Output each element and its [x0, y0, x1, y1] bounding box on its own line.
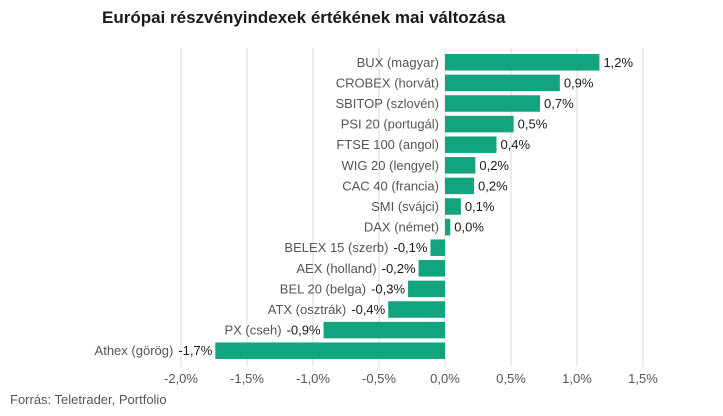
x-tick-label: -1,0%	[296, 371, 330, 386]
value-label: 0,2%	[478, 178, 508, 193]
x-tick-label: 1,0%	[562, 371, 592, 386]
category-label: BUX (magyar)	[357, 55, 439, 70]
bar	[445, 74, 560, 92]
value-label: 0,5%	[518, 117, 548, 132]
x-tick-label: -1,5%	[230, 371, 264, 386]
value-label: 0,7%	[544, 96, 574, 111]
category-label: ATX (osztrák)	[268, 302, 347, 317]
bar	[445, 54, 600, 71]
category-label: Athex (görög)	[95, 343, 174, 358]
category-label: DAX (német)	[364, 220, 439, 235]
value-label: -1,7%	[178, 343, 212, 358]
x-tick-label: 0,0%	[430, 371, 460, 386]
value-label: -0,9%	[287, 323, 321, 338]
bar	[418, 260, 445, 277]
x-tick-label: -0,5%	[362, 371, 396, 386]
value-label: 0,4%	[500, 137, 530, 152]
category-label: FTSE 100 (angol)	[336, 137, 439, 152]
value-label: -0,4%	[351, 302, 385, 317]
bar	[445, 198, 461, 215]
bar	[215, 342, 445, 359]
bar	[445, 218, 451, 236]
chart-title: Európai részvényindexek értékének mai vá…	[102, 8, 506, 27]
value-label: 0,2%	[479, 158, 509, 173]
x-tick-label: 0,5%	[496, 371, 526, 386]
value-label: 0,9%	[564, 75, 594, 90]
value-label: 1,2%	[603, 55, 633, 70]
bar	[445, 95, 541, 112]
bar	[445, 136, 497, 153]
bar	[445, 115, 514, 133]
category-label: SMI (svájci)	[371, 199, 439, 214]
bar	[388, 301, 445, 318]
category-label: CROBEX (horvát)	[336, 75, 439, 90]
category-label: BELEX 15 (szerb)	[284, 240, 388, 255]
category-label: CAC 40 (francia)	[342, 178, 439, 193]
bar	[323, 321, 445, 339]
value-label: 0,1%	[465, 199, 495, 214]
category-label: WIG 20 (lengyel)	[341, 158, 439, 173]
category-label: PX (cseh)	[224, 323, 281, 338]
bar	[408, 280, 445, 298]
x-tick-label: -2,0%	[164, 371, 198, 386]
value-label: -0,1%	[394, 240, 428, 255]
category-label: BEL 20 (belga)	[280, 281, 366, 296]
category-label: AEX (holland)	[296, 261, 376, 276]
value-label: -0,2%	[382, 261, 416, 276]
bar-chart: -2,0% -1,5% -1,0% -0,5% 0,0% 0,5% 1,0% 1,5% BUX …	[95, 48, 659, 386]
category-label: PSI 20 (portugál)	[341, 117, 439, 132]
bars	[215, 54, 600, 359]
labels: -2,0% -1,5% -1,0% -0,5% 0,0% 0,5% 1,0% 1,5% BUX …	[95, 55, 659, 386]
source-note: Forrás: Teletrader, Portfolio	[10, 392, 167, 407]
bar	[445, 157, 476, 174]
bar	[445, 177, 475, 195]
value-label: 0,0%	[454, 220, 484, 235]
value-label: -0,3%	[371, 281, 405, 296]
x-tick-label: 1,5%	[628, 371, 658, 386]
category-label: SBITOP (szlovén)	[335, 96, 439, 111]
bar	[430, 239, 445, 256]
